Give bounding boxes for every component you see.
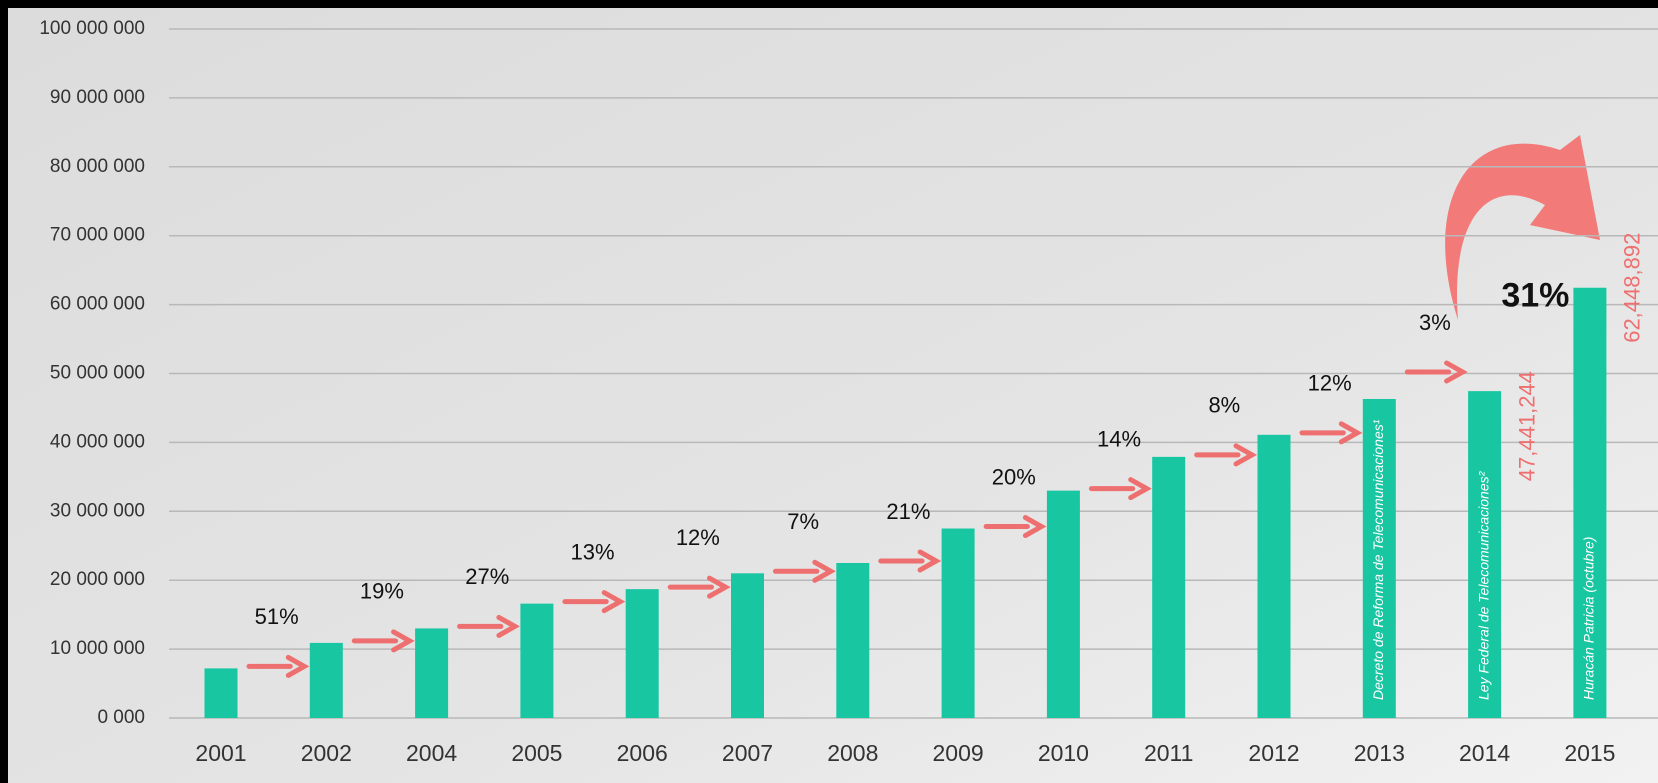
y-tick-label: 70 000 000 — [50, 225, 145, 246]
x-tick-label: 2010 — [1038, 740, 1089, 766]
page: {"chart_data": {"type": "bar", "categori… — [0, 0, 1658, 783]
bar — [520, 604, 553, 718]
y-tick-label: 40 000 000 — [50, 431, 145, 452]
growth-label: 12% — [676, 525, 720, 550]
bar — [415, 628, 448, 718]
growth-label: 51% — [255, 604, 299, 629]
growth-label: 19% — [360, 579, 404, 604]
growth-label: 13% — [571, 539, 615, 564]
x-tick-label: 2014 — [1459, 740, 1510, 766]
x-tick-label: 2001 — [195, 740, 246, 766]
bar — [310, 643, 343, 718]
y-tick-label: 50 000 000 — [50, 363, 145, 384]
y-tick-label: 100 000 000 — [39, 18, 145, 39]
y-tick-label: 90 000 000 — [50, 87, 145, 108]
y-tick-label: 30 000 000 — [50, 500, 145, 521]
bar — [626, 589, 659, 718]
x-tick-label: 2008 — [827, 740, 878, 766]
growth-label: 21% — [886, 499, 930, 524]
x-tick-label: 2005 — [511, 740, 562, 766]
growth-label: 20% — [992, 464, 1036, 489]
bar — [836, 563, 869, 718]
x-tick-label: 2012 — [1248, 740, 1299, 766]
growth-label: 31% — [1501, 277, 1569, 315]
x-tick-label: 2007 — [722, 740, 773, 766]
y-tick-label: 20 000 000 — [50, 569, 145, 590]
value-label: 62,448,892 — [1620, 233, 1645, 343]
growth-label: 7% — [787, 509, 819, 534]
x-tick-label: 2009 — [933, 740, 984, 766]
bar-annotation: Decreto de Reforma de Telecomunicaciones… — [1370, 419, 1386, 700]
x-tick-label: 2004 — [406, 740, 457, 766]
growth-label: 12% — [1308, 371, 1352, 396]
bar — [1258, 435, 1291, 718]
y-tick-label: 10 000 000 — [50, 638, 145, 659]
growth-label: 8% — [1208, 393, 1240, 418]
bar — [1152, 457, 1185, 718]
bar-annotation: Huracán Patricia (octubre) — [1581, 537, 1597, 700]
y-tick-label: 0 000 — [97, 707, 145, 728]
growth-label: 14% — [1097, 426, 1141, 451]
value-label: 47,441,244 — [1514, 371, 1539, 481]
y-tick-label: 80 000 000 — [50, 156, 145, 177]
x-tick-label: 2013 — [1354, 740, 1405, 766]
bar — [205, 668, 238, 718]
x-tick-label: 2011 — [1144, 740, 1193, 766]
x-tick-label: 2015 — [1564, 740, 1615, 766]
bar — [1047, 491, 1080, 718]
bar — [942, 529, 975, 718]
bar-annotation: Ley Federal de Telecomunicaciones² — [1475, 470, 1491, 700]
x-tick-label: 2006 — [617, 740, 668, 766]
bar — [731, 573, 764, 718]
chart: 0 000 10 000 000 20 000 000 30 000 000 40 00… — [0, 0, 1658, 783]
y-tick-label: 60 000 000 — [50, 294, 145, 315]
x-tick-label: 2002 — [301, 740, 352, 766]
growth-label: 3% — [1419, 310, 1451, 335]
growth-label: 27% — [465, 564, 509, 589]
